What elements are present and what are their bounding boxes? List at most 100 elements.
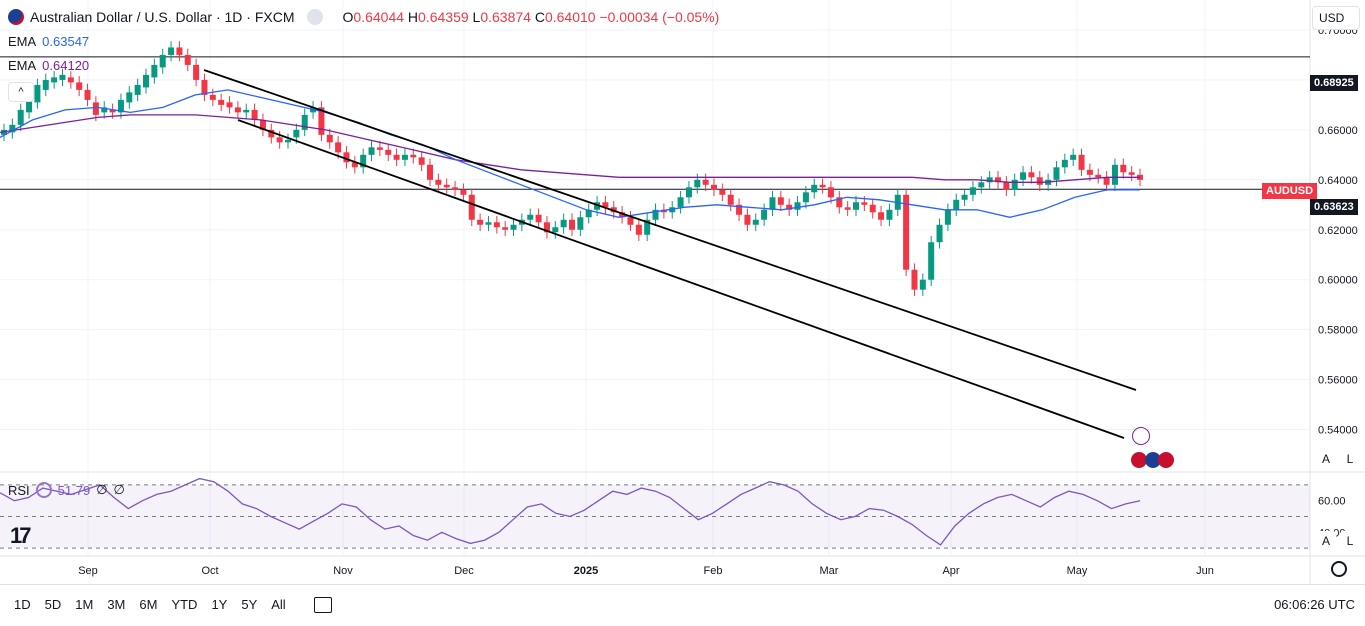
rsi-auto-scale-button[interactable]: A <box>1316 531 1336 551</box>
candle-body-51 <box>427 164 433 180</box>
candle-body-97 <box>811 184 818 193</box>
candle-body-118 <box>986 177 993 183</box>
candle-body-40 <box>335 142 342 153</box>
candle-body-114 <box>953 199 960 210</box>
symbol-title[interactable]: Australian Dollar / U.S. Dollar · 1D · F… <box>30 9 295 25</box>
currency-button[interactable]: USD <box>1312 6 1360 30</box>
range-1m[interactable]: 1M <box>75 597 94 612</box>
candle-body-7 <box>59 74 66 80</box>
candle-body-61 <box>510 224 517 230</box>
log-scale-button[interactable]: L <box>1340 449 1360 469</box>
candle-body-85 <box>711 184 717 190</box>
candle-body-80 <box>669 207 676 213</box>
rsi-line <box>0 477 1141 546</box>
rsi-legend[interactable]: RSI 51.79 ∅ ∅ <box>8 482 125 498</box>
candle-body-58 <box>485 222 492 225</box>
range-ytd[interactable]: YTD <box>171 597 198 612</box>
candle-body-66 <box>552 227 559 233</box>
candle-body-56 <box>468 194 475 220</box>
ema-slow-line <box>0 114 1140 183</box>
collapse-legend-button[interactable]: ^ <box>8 82 34 102</box>
candle-body-108 <box>903 194 910 270</box>
chart-settings-icon[interactable] <box>1331 561 1347 577</box>
candle-body-31 <box>259 119 266 130</box>
candle-body-82 <box>685 187 692 198</box>
time-tick-3: Dec <box>454 565 474 577</box>
time-tick-4: 2025 <box>574 565 598 577</box>
candle-body-124 <box>1036 177 1043 185</box>
us-event-flag-icon-2[interactable] <box>1158 452 1174 468</box>
candle-body-36 <box>301 114 308 130</box>
chart-canvas[interactable]: 0.700000.680000.660000.640000.620000.600… <box>0 0 1365 584</box>
candle-body-32 <box>268 129 275 138</box>
range-5y[interactable]: 5Y <box>241 597 258 612</box>
candle-body-92 <box>769 197 776 210</box>
rsi-settings-icon[interactable] <box>35 482 52 498</box>
au-event-flag-icon[interactable] <box>1145 452 1161 468</box>
candle-body-1 <box>9 124 16 133</box>
candle-body-43 <box>360 154 367 168</box>
range-all[interactable]: All <box>271 597 286 612</box>
candle-body-104 <box>869 204 876 213</box>
candle-body-35 <box>293 129 300 138</box>
candle-body-121 <box>1011 179 1018 190</box>
resistance-price-tag: 0.68925 <box>1310 75 1358 91</box>
candle-body-39 <box>326 134 333 143</box>
time-tick-5: Feb <box>704 565 723 577</box>
candle-body-103 <box>861 202 868 205</box>
ema-fast-value: 0.63547 <box>42 34 90 49</box>
candle-body-38 <box>318 107 325 135</box>
candle-body-86 <box>719 189 726 195</box>
candle-body-109 <box>911 269 918 290</box>
candle-body-68 <box>569 219 575 230</box>
lightning-event-icon[interactable] <box>1132 427 1150 445</box>
range-1y[interactable]: 1Y <box>211 597 228 612</box>
tradingview-logo[interactable]: 17 <box>10 523 32 548</box>
candle-body-52 <box>435 179 442 185</box>
time-tick-6: Mar <box>820 565 839 577</box>
range-6m[interactable]: 6M <box>139 597 158 612</box>
candle-body-46 <box>385 149 392 155</box>
auto-scale-button[interactable]: A <box>1316 449 1336 469</box>
candle-body-116 <box>969 187 976 195</box>
candle-body-120 <box>1003 182 1010 190</box>
candle-body-89 <box>744 214 751 225</box>
candle-body-64 <box>535 214 542 223</box>
time-tick-1: Oct <box>201 565 218 577</box>
candle-body-105 <box>878 212 885 220</box>
eye-icon[interactable] <box>306 9 323 25</box>
clock-display[interactable]: 06:06:26 UTC <box>1274 597 1355 612</box>
candle-body-127 <box>1061 159 1068 168</box>
ema-fast-legend[interactable]: EMA 0.63547 <box>8 34 90 49</box>
candle-body-98 <box>819 184 826 188</box>
candle-body-102 <box>853 202 859 210</box>
candle-body-59 <box>493 222 500 228</box>
rsi-value: 51.79 <box>57 482 91 498</box>
candle-body-99 <box>827 187 834 198</box>
candle-body-93 <box>777 197 784 205</box>
candle-body-53 <box>443 184 450 188</box>
range-3m[interactable]: 3M <box>107 597 126 612</box>
candle-body-18 <box>151 64 158 78</box>
candle-body-29 <box>243 109 250 113</box>
us-event-flag-icon[interactable] <box>1131 452 1147 468</box>
candle-body-21 <box>176 47 183 55</box>
go-to-date-icon[interactable] <box>313 596 332 613</box>
candle-body-113 <box>944 209 951 225</box>
candle-body-63 <box>527 214 534 220</box>
rsi-extra-1: ∅ <box>96 482 108 497</box>
range-5d[interactable]: 5D <box>44 597 62 612</box>
time-tick-8: May <box>1067 565 1088 577</box>
candle-body-71 <box>594 202 601 210</box>
ema-slow-legend[interactable]: EMA 0.64120 <box>8 58 90 73</box>
candle-body-69 <box>577 217 584 230</box>
candle-body-28 <box>234 107 241 113</box>
candle-body-2 <box>17 109 24 125</box>
range-1d[interactable]: 1D <box>14 597 31 612</box>
candle-body-128 <box>1070 154 1077 160</box>
rsi-log-scale-button[interactable]: L <box>1340 531 1360 551</box>
candle-body-20 <box>168 47 175 55</box>
candle-body-41 <box>343 152 350 163</box>
price-tick-3: 0.64000 <box>1318 175 1358 187</box>
candle-body-130 <box>1086 169 1093 175</box>
